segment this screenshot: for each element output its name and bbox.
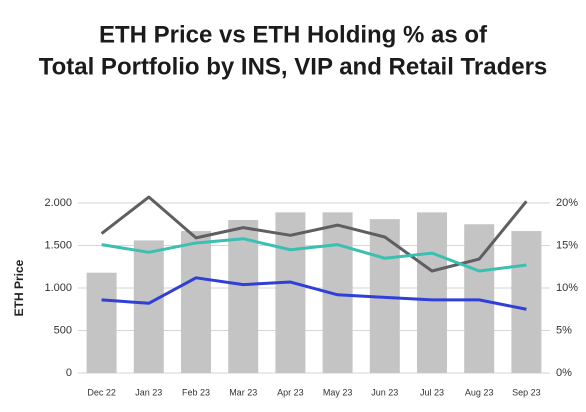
x-tick-label: May 23 [323, 387, 353, 397]
bar [275, 212, 306, 373]
y-axis-label: ETH Price [12, 259, 26, 316]
y2-tick-label: 20% [556, 197, 578, 209]
y-tick-label: 1.500 [44, 239, 72, 251]
x-tick-label: Jan 23 [135, 387, 162, 397]
bar [86, 272, 117, 373]
x-tick-label: Sep 23 [512, 387, 541, 397]
y-tick-label: 0 [66, 367, 72, 379]
x-tick-label: Feb 23 [182, 387, 210, 397]
bar [417, 212, 447, 373]
line [101, 276, 527, 311]
x-tick-label: Aug 23 [465, 387, 494, 397]
x-tick-label: Dec 22 [87, 387, 116, 397]
line [101, 237, 527, 273]
bar [511, 231, 542, 373]
y-tick-label: 2.000 [44, 197, 72, 209]
x-tick-label: Jun 23 [371, 387, 398, 397]
y-tick-label: 1.000 [44, 282, 72, 294]
bar [133, 240, 164, 373]
y2-tick-label: 15% [556, 239, 578, 251]
y2-tick-label: 0% [556, 367, 572, 379]
x-tick-label: Jul 23 [420, 387, 444, 397]
x-tick-label: Mar 23 [229, 387, 257, 397]
bar [228, 220, 259, 373]
line [100, 195, 528, 273]
bar [181, 231, 211, 373]
y2-tick-label: 10% [556, 282, 578, 294]
chart-title: Total Portfolio by INS, VIP and Retail T… [39, 53, 548, 80]
x-tick-label: Apr 23 [277, 387, 304, 397]
y2-tick-label: 5% [556, 324, 572, 336]
y-tick-label: 500 [54, 324, 72, 336]
chart-title: ETH Price vs ETH Holding % as of [99, 21, 488, 48]
